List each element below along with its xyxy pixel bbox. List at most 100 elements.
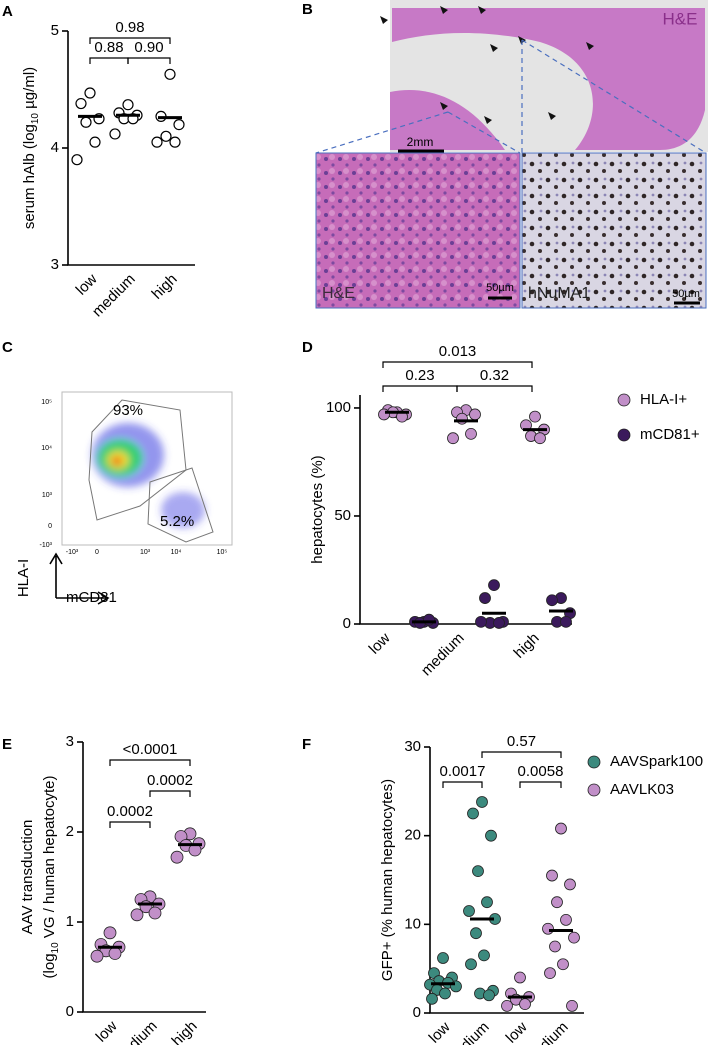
data-point <box>551 896 563 909</box>
x-tick-label: low <box>503 1019 531 1045</box>
data-point <box>478 949 490 962</box>
x-tick-label: 10⁴ <box>171 549 182 556</box>
x-tick-label: 10³ <box>140 549 151 556</box>
legend-marker <box>587 783 601 797</box>
comparison-bracket <box>519 781 562 788</box>
y-tick-label: 50 <box>334 507 351 524</box>
y-axis-title: hepatocytes (%) <box>309 455 326 563</box>
x-tick-label: 10⁵ <box>217 549 228 556</box>
data-point <box>544 967 556 979</box>
data-point <box>80 116 92 128</box>
stain-label: H&E <box>663 9 698 28</box>
p-value: <0.0001 <box>123 741 178 758</box>
data-point <box>89 136 101 148</box>
data-point <box>456 412 468 425</box>
p-value: 0.57 <box>507 733 536 750</box>
y-axis-title: HLA-I <box>15 559 32 597</box>
gate <box>88 399 187 521</box>
y-axis-title-part: 10 <box>50 942 61 954</box>
comparison-bracket <box>149 790 191 797</box>
data-point <box>519 998 531 1011</box>
data-point <box>84 87 96 99</box>
y-axis-title-part: (log <box>41 953 58 978</box>
comparison-bracket <box>382 361 533 368</box>
data-point <box>475 615 487 628</box>
panel-letter: C <box>2 339 13 356</box>
y-tick-label: 10⁴ <box>41 445 52 452</box>
gate-percent: 5.2% <box>160 513 194 530</box>
y-tick-label: 30 <box>404 738 421 755</box>
arrowheads <box>380 6 594 124</box>
x-tick-label: low <box>426 1019 454 1045</box>
data-point <box>476 796 488 808</box>
y-tick-label: 10⁵ <box>41 399 52 406</box>
data-point <box>557 958 569 971</box>
panel-letter: B <box>302 1 313 18</box>
data-point <box>148 906 162 920</box>
y-axis-title-part: 10 <box>30 113 41 125</box>
stain-label: H&E <box>322 285 355 302</box>
he-image <box>315 152 521 309</box>
plot-frame <box>61 391 233 546</box>
y-tick-label: 0 <box>343 615 351 632</box>
axis-arrows <box>49 552 110 605</box>
p-value: 0.0058 <box>518 763 564 780</box>
data-point <box>501 1000 513 1012</box>
gate <box>147 467 214 543</box>
data-point <box>469 408 481 421</box>
p-value: 0.90 <box>134 39 163 56</box>
comparison-bracket <box>456 385 533 392</box>
legend-marker <box>617 393 631 407</box>
x-tick-label: low <box>73 271 101 299</box>
data-point <box>108 947 122 960</box>
panel-letter: F <box>302 736 311 753</box>
data-point <box>542 922 554 935</box>
legend-label: HLA-I+ <box>640 391 687 408</box>
data-point <box>160 130 172 142</box>
y-axis-title-part: AAV transduction <box>19 820 36 935</box>
data-point <box>437 952 449 964</box>
data-point <box>566 1000 578 1012</box>
data-point <box>514 971 526 984</box>
x-tick-label: -10³ <box>66 549 79 556</box>
y-axis-title: GFP+ (% human hepatocytes) <box>379 779 396 981</box>
density <box>92 423 205 528</box>
y-tick-label: 20 <box>404 827 421 844</box>
y-tick-label: 5 <box>51 22 59 39</box>
y-tick-label: 4 <box>51 139 59 156</box>
p-value: 0.23 <box>405 367 434 384</box>
y-axis-title-part: GFP+ (% human hepatocytes) <box>379 779 396 981</box>
axis-line <box>67 31 195 266</box>
x-tick-label: 0 <box>95 549 99 556</box>
zoom-lines <box>315 39 707 154</box>
legend-marker <box>587 755 601 769</box>
comparison-bracket <box>382 385 458 392</box>
y-tick-label: 10 <box>404 915 421 932</box>
data-point <box>151 136 163 148</box>
data-point <box>493 617 505 629</box>
y-axis-title: (log10 VG / human hepatocyte) <box>41 776 61 979</box>
y-tick-label: 10³ <box>42 492 53 499</box>
panel-letter: E <box>2 736 12 753</box>
scale-label: 2mm <box>407 135 434 149</box>
y-axis-title-part: hepatocytes (%) <box>309 455 326 563</box>
numa-image <box>521 152 707 309</box>
p-value: 0.013 <box>439 343 477 360</box>
legend-label: AAVLK03 <box>610 781 674 798</box>
data-point <box>164 68 176 80</box>
y-tick-label: 3 <box>51 256 59 273</box>
x-tick-label: medium <box>418 630 468 680</box>
p-value: 0.0002 <box>107 803 153 820</box>
y-axis-title-part: µg/ml) <box>21 67 38 113</box>
y-tick-label: 3 <box>66 733 74 750</box>
data-point <box>439 987 451 1000</box>
data-point <box>488 579 500 592</box>
data-point <box>564 878 576 891</box>
p-value: 0.0017 <box>440 763 486 780</box>
x-tick-label: low <box>93 1018 121 1045</box>
flow-panel: C 93% 5.2% -10³ 0 10³ 10⁴ 10⁵ 10⁵ 10⁴ 10… <box>2 339 233 606</box>
data-point <box>463 905 475 917</box>
data-point <box>479 592 491 604</box>
data-point <box>378 408 390 421</box>
data-point <box>447 432 459 445</box>
